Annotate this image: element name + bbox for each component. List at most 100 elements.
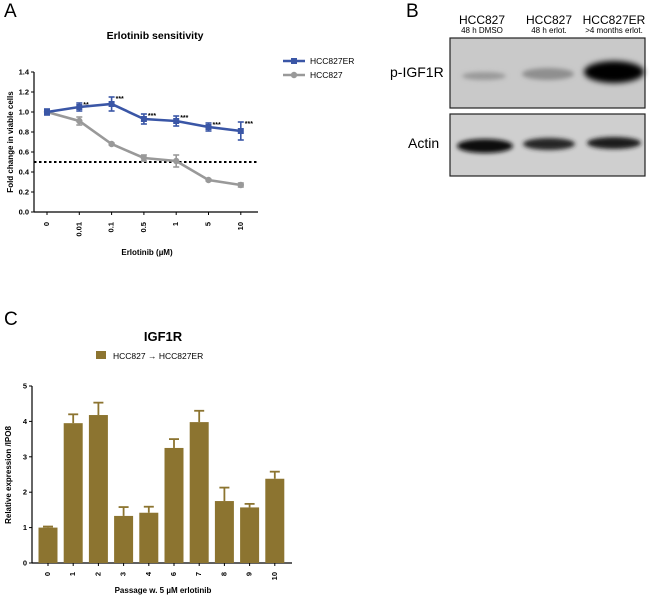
panel-letter-a: A bbox=[4, 1, 17, 22]
chart-a-y-tick-label: 0.0 bbox=[19, 208, 29, 217]
bar bbox=[265, 478, 285, 563]
blot-lane-3-sub: >4 months erlot. bbox=[585, 26, 643, 35]
blot-lane-2-sub: 48 h erlot. bbox=[531, 26, 567, 35]
bar bbox=[189, 422, 209, 563]
chart-a-xlabel: Erlotinib (µM) bbox=[121, 248, 173, 257]
legend-label-hcc827: HCC827 bbox=[310, 70, 343, 80]
chart-a-y-tick-label: 0.8 bbox=[19, 128, 29, 137]
blot-lane-1-name: HCC827 bbox=[459, 13, 505, 27]
line-chart: Erlotinib sensitivity 0.0 0.2 0.4 0.6 0.8 1.0… bbox=[6, 30, 354, 257]
point-hcc827er bbox=[140, 116, 147, 122]
chart-a-x-tick-label: 1 bbox=[171, 222, 180, 226]
chart-c-y-tick-label: 2 bbox=[23, 488, 27, 497]
significance-label: *** bbox=[245, 121, 253, 128]
bar bbox=[38, 527, 58, 563]
chart-c-x-tick-label: 7 bbox=[194, 572, 203, 576]
point-hcc827er bbox=[76, 104, 83, 110]
chart-a-ylabel: Fold change in viable cells bbox=[6, 91, 15, 193]
chart-c-x-tick-label: 10 bbox=[270, 572, 279, 580]
western-blot: HCC827 48 h DMSO HCC827 48 h erlot. HCC8… bbox=[390, 13, 646, 177]
blot-band-actin-lane3 bbox=[587, 137, 641, 149]
chart-c-y-tick-label: 1 bbox=[23, 523, 27, 532]
significance-label: *** bbox=[180, 115, 188, 122]
significance-label: *** bbox=[116, 96, 124, 103]
point-hcc827 bbox=[205, 176, 212, 184]
chart-a-x-ticks: 0 0.01 0.1 0.5 1 5 10 bbox=[42, 212, 245, 237]
chart-c-x-tick-label: 4 bbox=[144, 571, 153, 576]
chart-c-y-tick-label: 4 bbox=[23, 417, 28, 426]
blot-row-label-actin: Actin bbox=[408, 135, 439, 151]
chart-a-y-tick-label: 1.2 bbox=[19, 88, 29, 97]
point-hcc827er bbox=[173, 118, 180, 124]
chart-a-legend: HCC827ER HCC827 bbox=[283, 56, 354, 80]
blot-row-label-pigf1r: p-IGF1R bbox=[390, 64, 444, 80]
significance-label: *** bbox=[213, 122, 221, 129]
chart-a-x-tick-label: 0 bbox=[42, 222, 51, 226]
point-hcc827 bbox=[76, 117, 83, 125]
chart-a-x-tick-label: 0.01 bbox=[74, 222, 83, 237]
blot-band-actin-lane1 bbox=[457, 139, 513, 153]
chart-c-x-tick-label: 1 bbox=[68, 572, 77, 576]
bar bbox=[164, 447, 184, 563]
bar bbox=[114, 515, 134, 563]
blot-lane-2-name: HCC827 bbox=[526, 13, 572, 27]
point-hcc827 bbox=[140, 154, 148, 162]
chart-c-legend-swatch bbox=[96, 351, 106, 359]
legend-label-hcc827er: HCC827ER bbox=[310, 56, 354, 66]
chart-a-title: Erlotinib sensitivity bbox=[107, 30, 204, 42]
chart-c-ylabel: Relative expression /IPO8 bbox=[4, 426, 13, 524]
chart-a-y-tick-label: 0.2 bbox=[19, 188, 29, 197]
chart-a-x-tick-label: 0.1 bbox=[107, 222, 116, 232]
chart-a-y-tick-label: 0.6 bbox=[19, 148, 29, 157]
legend-marker-hcc827er bbox=[291, 58, 297, 64]
chart-c-x-tick-label: 8 bbox=[219, 572, 228, 576]
point-hcc827 bbox=[108, 140, 115, 148]
chart-a-y-tick-label: 1.4 bbox=[19, 68, 30, 77]
chart-c-bars bbox=[38, 401, 285, 563]
chart-c-title: IGF1R bbox=[144, 329, 183, 344]
chart-c-x-tick-label: 3 bbox=[119, 572, 128, 576]
chart-c-x-tick-label: 2 bbox=[93, 572, 102, 576]
chart-c-y-tick-label: 0 bbox=[23, 559, 27, 568]
chart-c-x-ticks: 0 1 2 3 4 6 7 8 9 10 bbox=[43, 563, 279, 580]
blot-band-pigf1r-lane1 bbox=[462, 72, 506, 80]
blot-lane-3-name: HCC827ER bbox=[583, 13, 646, 27]
significance-label: *** bbox=[148, 113, 156, 120]
blot-band-pigf1r-lane2 bbox=[522, 68, 574, 80]
bar bbox=[240, 507, 260, 563]
chart-a-x-tick-label: 0.5 bbox=[139, 222, 148, 232]
significance-label: ** bbox=[83, 102, 89, 109]
chart-c-y-ticks: 0 1 2 3 4 5 bbox=[23, 382, 32, 568]
point-hcc827 bbox=[237, 181, 244, 189]
point-hcc827er bbox=[108, 101, 115, 107]
chart-a-y-tick-label: 0.4 bbox=[19, 168, 30, 177]
chart-c-legend-label: HCC827 → HCC827ER bbox=[113, 351, 203, 361]
point-hcc827er bbox=[44, 109, 50, 115]
chart-c-y-tick-label: 5 bbox=[23, 382, 27, 391]
blot-lane-1-sub: 48 h DMSO bbox=[461, 26, 503, 35]
legend-marker-hcc827 bbox=[290, 71, 298, 79]
chart-c-x-tick-label: 9 bbox=[245, 572, 254, 576]
chart-c-x-tick-label: 6 bbox=[169, 572, 178, 576]
chart-c-x-tick-label: 0 bbox=[43, 572, 52, 576]
bar bbox=[88, 415, 108, 563]
bar bbox=[63, 423, 83, 563]
panel-letter-b: B bbox=[406, 1, 419, 22]
panel-letter-c: C bbox=[4, 309, 18, 330]
bar bbox=[214, 501, 234, 563]
blot-band-actin-lane2 bbox=[523, 138, 575, 150]
chart-a-y-ticks: 0.0 0.2 0.4 0.6 0.8 1.0 1.2 1.4 bbox=[19, 68, 34, 217]
chart-a-y-tick-label: 1.0 bbox=[19, 108, 29, 117]
point-hcc827er bbox=[205, 124, 212, 130]
chart-a-x-tick-label: 10 bbox=[236, 222, 245, 230]
chart-c-xlabel: Passage w. 5 µM erlotinib bbox=[115, 586, 212, 595]
point-hcc827er bbox=[237, 128, 244, 134]
bar-chart: IGF1R HCC827 → HCC827ER 0 1 2 3 4 5 0 1 2 3 4 6 7 8 9… bbox=[4, 329, 292, 595]
chart-c-y-tick-label: 3 bbox=[23, 452, 27, 461]
bar bbox=[139, 512, 159, 563]
chart-a-x-tick-label: 5 bbox=[204, 222, 213, 226]
blot-band-pigf1r-lane3 bbox=[584, 61, 644, 83]
point-hcc827 bbox=[173, 157, 180, 165]
chart-a-series: ******** ****** *** bbox=[43, 96, 253, 189]
